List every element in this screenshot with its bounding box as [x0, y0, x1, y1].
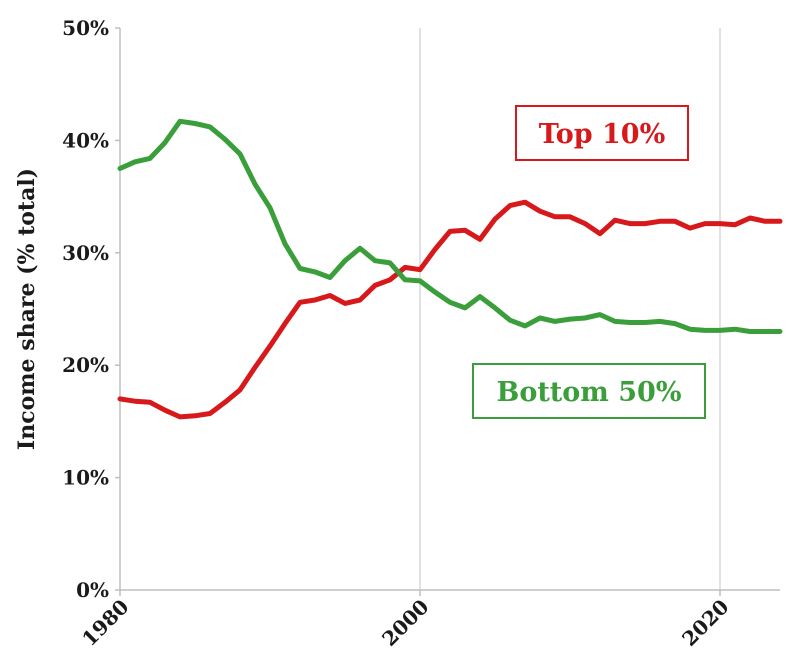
y-axis-title: Income share (% total) [14, 168, 40, 450]
axes [119, 28, 780, 591]
y-tick-label: 50% [62, 16, 109, 40]
legend-labels: Top 10% Bottom 50% [472, 105, 706, 419]
series-line-top-10 [117, 199, 783, 420]
y-tick-label: 40% [62, 128, 109, 152]
y-tick-label: 0% [76, 578, 109, 602]
x-tick-label: 1980 [77, 595, 133, 651]
legend-label-bottom-50: Bottom 50% [497, 377, 682, 408]
y-tick-label: 10% [62, 466, 109, 490]
series-lines [117, 118, 783, 420]
x-tick-label: 2020 [677, 595, 733, 651]
gridlines [419, 28, 721, 590]
y-tick-label: 20% [62, 353, 109, 377]
legend-label-top-10: Top 10% [539, 119, 666, 150]
legend-box-top-10 [515, 105, 689, 161]
y-tick-label: 30% [62, 241, 109, 265]
series-line-bottom-50 [117, 118, 783, 334]
legend-box-bottom-50 [472, 363, 706, 419]
x-tick-label: 2000 [377, 595, 433, 651]
